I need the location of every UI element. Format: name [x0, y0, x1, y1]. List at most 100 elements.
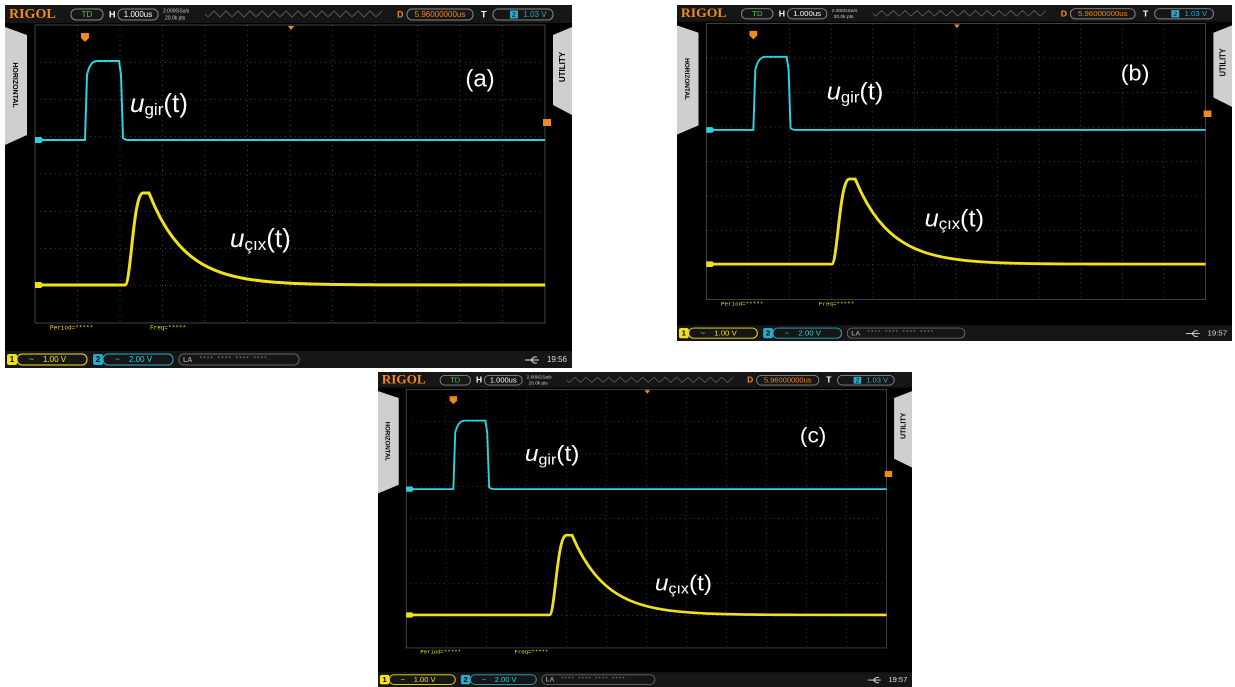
signal-argument: (t) — [266, 223, 291, 253]
signal-argument: (t) — [960, 206, 984, 232]
signal-subscript: çıx — [669, 581, 690, 597]
signal-argument: (t) — [556, 441, 579, 466]
signal-subscript: gir — [841, 89, 860, 106]
ch2-scale: 2.00 V — [798, 329, 822, 338]
la: LA — [183, 357, 192, 364]
ch1: 1 — [10, 355, 15, 364]
mode: TD — [752, 9, 763, 18]
level-marker — [1204, 111, 1212, 117]
sample-rate: 2.000GSa/s — [832, 8, 858, 14]
oscilloscope-screen: RIGOLTDH1.000us2.000GSa/s20.0k ptsD5.960… — [378, 372, 912, 687]
h-label: H — [109, 9, 116, 19]
ch1-coupling: ~ — [29, 355, 34, 364]
signal-argument: (t) — [689, 570, 712, 595]
trigger-source: 2 — [856, 377, 860, 384]
brand: RIGOL — [382, 373, 426, 386]
screen-bg — [5, 5, 572, 368]
ch2: 2 — [766, 329, 770, 338]
ch1-scale: 1.00 V — [714, 329, 738, 338]
signal-symbol: u — [525, 441, 539, 466]
ch2-coupling: ~ — [482, 675, 486, 684]
mode: TD — [82, 10, 93, 19]
delay: 5.96000000us — [415, 10, 466, 19]
memory: 20.0k pts — [165, 15, 186, 21]
timebase: 1.000us — [490, 376, 517, 385]
side-right: UTILITY — [898, 413, 907, 439]
signal-subscript: gir — [539, 452, 557, 468]
measurement: Freq=***** — [150, 325, 186, 332]
panel-label: (a) — [465, 65, 494, 92]
ch1-coupling: ~ — [700, 329, 705, 338]
signal-subscript: çıx — [244, 235, 266, 254]
ch2-coupling: ~ — [785, 329, 790, 338]
level-marker — [543, 119, 551, 126]
ch2: 2 — [463, 675, 467, 684]
side-left: HORIZONTAL — [683, 58, 690, 100]
signal-symbol: u — [130, 88, 144, 118]
trigger-level: 1.03 V — [866, 376, 888, 385]
sample-rate: 2.000GSa/s — [163, 8, 190, 14]
trigger-source: 2 — [1173, 11, 1177, 18]
side-right: UTILITY — [1218, 48, 1227, 76]
measurement: Period=***** — [420, 649, 461, 656]
memory: 20.0k pts — [529, 381, 549, 386]
side-right: UTILITY — [558, 51, 567, 82]
t-label: T — [1143, 9, 1149, 19]
signal-symbol: u — [925, 206, 939, 232]
signal-symbol: u — [230, 223, 244, 253]
screen-bg — [677, 5, 1232, 341]
trigger-level: 1.03 V — [523, 10, 547, 19]
measurement: Period=***** — [721, 301, 763, 308]
measurement: Freq=***** — [819, 301, 854, 308]
clock: 19:56 — [547, 355, 568, 364]
ch1: 1 — [382, 675, 386, 684]
la: LA — [546, 677, 555, 684]
panel-label: (b) — [1121, 60, 1150, 85]
brand: RIGOL — [681, 6, 727, 21]
mode: TD — [450, 376, 460, 385]
la: LA — [851, 330, 860, 337]
d-label: D — [747, 376, 753, 385]
la-bits: **** **** **** **** — [561, 676, 625, 683]
timebase: 1.000us — [124, 10, 152, 19]
ch1-scale: 1.00 V — [414, 675, 436, 684]
t-label: T — [826, 376, 831, 385]
h-label: H — [779, 9, 785, 19]
d-label: D — [397, 9, 404, 19]
side-left: HORIZONTAL — [384, 422, 391, 461]
signal-subscript: çıx — [939, 216, 960, 233]
ch2-coupling: ~ — [115, 355, 120, 364]
clock: 19:57 — [1208, 329, 1228, 338]
side-left: HORIZONTAL — [11, 62, 18, 108]
ch2-scale: 2.00 V — [495, 675, 517, 684]
signal-symbol: u — [655, 570, 669, 595]
trigger-source: 2 — [512, 12, 516, 19]
ch2-scale: 2.00 V — [129, 355, 153, 364]
la-bits: **** **** **** **** — [867, 329, 934, 336]
clock: 19:57 — [888, 675, 907, 684]
measurement: Period=***** — [50, 325, 93, 332]
figure: RIGOLTDH1.000us2.000GSa/s20.0k ptsD5.960… — [0, 0, 1235, 687]
oscilloscope-screen: RIGOL TD H 1.000us 2.000GSa/s20.0k pts D 5.960… — [5, 5, 572, 368]
delay: 5.96000000us — [764, 376, 812, 385]
la-bits: **** **** **** **** — [199, 356, 267, 363]
ch2: 2 — [96, 355, 101, 364]
brand: RIGOL — [9, 7, 56, 22]
measurement: Freq=***** — [515, 649, 549, 656]
t-label: T — [481, 9, 487, 19]
screen-bg — [378, 372, 912, 687]
signal-subscript: gir — [144, 100, 163, 119]
signal-argument: (t) — [163, 88, 188, 118]
signal-symbol: u — [827, 79, 841, 105]
trigger-level: 1.03 V — [1184, 9, 1208, 18]
panel-label: (c) — [800, 423, 826, 447]
level-marker — [885, 471, 893, 477]
d-label: D — [1061, 9, 1067, 19]
memory: 20.0k pts — [834, 14, 854, 20]
ch1-scale: 1.00 V — [43, 355, 67, 364]
figure-canvas: RIGOLTDH1.000us2.000GSa/s20.0k ptsD5.960… — [0, 0, 1235, 687]
ch1-coupling: ~ — [401, 675, 405, 684]
delay: 5.96000000us — [1078, 9, 1128, 18]
sample-rate: 2.000GSa/s — [527, 375, 553, 380]
